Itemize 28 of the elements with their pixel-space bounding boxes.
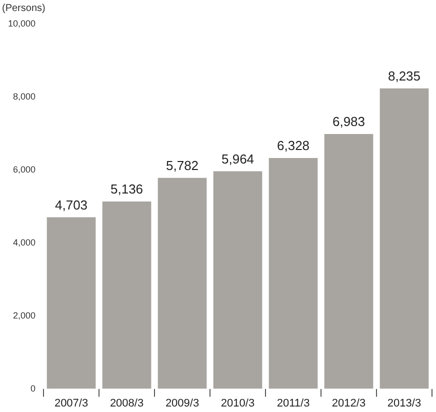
data-label: 8,235 <box>388 68 421 84</box>
x-tick-label: 2008/3 <box>110 397 144 410</box>
bar <box>46 217 96 389</box>
data-label: 5,782 <box>166 158 199 173</box>
data-label: 4,703 <box>55 197 88 212</box>
x-tick-label: 2013/3 <box>387 397 422 410</box>
x-tick-label: 2007/3 <box>54 397 88 410</box>
y-tick-label: 0 <box>30 383 36 394</box>
y-tick-label: 10,000 <box>8 18 36 28</box>
y-tick-label: 8,000 <box>12 91 36 102</box>
y-tick-label: 4,000 <box>12 237 36 248</box>
data-label: 5,136 <box>110 182 144 197</box>
y-tick-label: 2,000 <box>12 310 36 320</box>
x-tick-label: 2010/3 <box>220 397 255 410</box>
data-label: 6,328 <box>276 138 310 154</box>
bar <box>324 134 374 389</box>
bar <box>268 158 318 389</box>
x-tick-label: 2011/3 <box>276 397 310 410</box>
data-label: 5,964 <box>221 151 254 166</box>
x-tick-label: 2012/3 <box>332 397 366 410</box>
x-tick-label: 2009/3 <box>165 397 200 410</box>
bar <box>213 171 262 389</box>
bar <box>380 88 429 389</box>
bar <box>158 178 207 389</box>
data-label: 6,983 <box>332 114 366 130</box>
y-axis-title: (Persons) <box>2 2 46 14</box>
y-tick-label: 6,000 <box>12 164 36 174</box>
bar <box>102 201 152 389</box>
